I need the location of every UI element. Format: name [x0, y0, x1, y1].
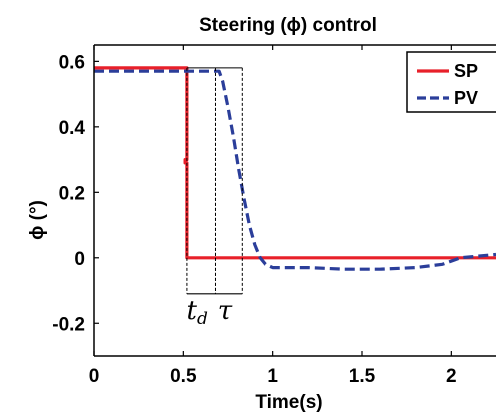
legend: SP PV — [406, 51, 496, 113]
axes: 0 0.5 1 1.5 2 -0.2 0 0.2 0.4 0.6 — [52, 44, 496, 387]
x-tick-label: 0.5 — [170, 366, 197, 387]
legend-label-sp: SP — [454, 61, 478, 81]
legend-box — [406, 51, 496, 113]
y-tick-label: 0.2 — [59, 183, 85, 204]
y-axis-label: ϕ (°) — [27, 200, 48, 240]
x-tick-label: 2 — [446, 366, 457, 387]
x-tick-label: 1 — [267, 366, 278, 387]
annotations: td τ — [186, 67, 243, 329]
x-axis-label: Time(s) — [255, 392, 322, 413]
y-tick-label: 0 — [74, 249, 85, 270]
y-tick-label: 0.4 — [59, 118, 86, 139]
legend-label-pv: PV — [454, 88, 478, 108]
series-line-pv — [94, 69, 496, 271]
y-tick-label: 0.6 — [59, 52, 85, 73]
y-tick-label: -0.2 — [52, 314, 85, 335]
annotation-label-1: τ — [218, 296, 233, 326]
x-tick-label: 0 — [89, 366, 100, 387]
annotation-subscript-0: d — [197, 309, 208, 329]
annotation-label-0: td — [187, 296, 208, 329]
chart-title: Steering (ϕ) control — [199, 15, 377, 36]
x-tick-label: 1.5 — [349, 366, 376, 387]
